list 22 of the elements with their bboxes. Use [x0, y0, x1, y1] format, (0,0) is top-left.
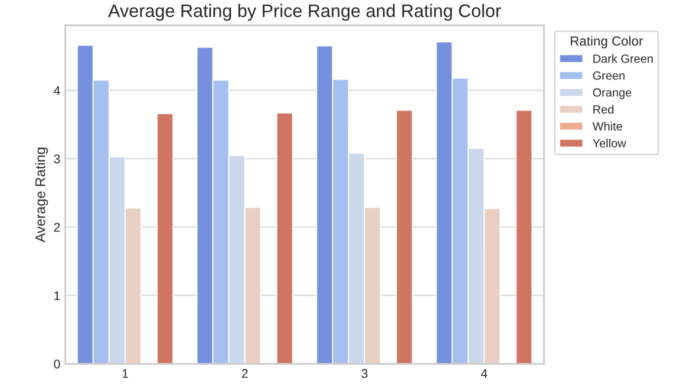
y-tick-label: 3 — [54, 154, 60, 164]
legend-title: Rating Color — [570, 36, 643, 48]
legend-label: Green — [593, 71, 625, 80]
x-tick-label: 3 — [361, 369, 368, 378]
bar — [516, 110, 533, 364]
y-tick-label: 1 — [54, 291, 60, 300]
bar — [276, 112, 294, 364]
legend-label: Red — [593, 104, 614, 114]
y-axis-title: Average Rating — [34, 148, 48, 242]
y-tick-label: 2 — [54, 222, 60, 232]
bar — [396, 110, 413, 364]
legend-label: Dark Green — [593, 54, 653, 63]
legend-label: White — [592, 122, 622, 130]
y-tick-label: 0 — [54, 360, 60, 369]
legend-label: Yellow — [592, 138, 626, 148]
y-tick-label: 4 — [54, 86, 60, 95]
chart-title: Average Rating by Price Range and Rating Color — [108, 4, 501, 21]
x-tick-label: 4 — [480, 369, 488, 378]
legend-label: Orange — [593, 88, 632, 99]
x-tick-label: 2 — [242, 369, 248, 378]
x-tick-label: 1 — [122, 369, 128, 378]
bar — [156, 113, 174, 364]
